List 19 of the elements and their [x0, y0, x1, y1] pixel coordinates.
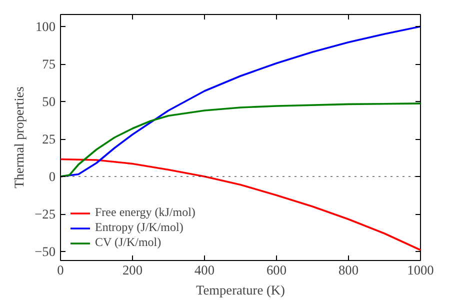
- y-tick-label: 100: [36, 19, 56, 34]
- y-tick-label: −25: [34, 206, 56, 222]
- legend-label: CV (J/K/mol): [95, 235, 162, 250]
- legend-label: Entropy (J/K/mol): [95, 220, 184, 235]
- x-tick-label: 400: [194, 262, 215, 278]
- y-tick-label: 25: [42, 132, 56, 146]
- legend-label: Free energy (kJ/mol): [95, 205, 196, 220]
- y-tick-label: 50: [42, 94, 56, 109]
- x-tick-label: 800: [338, 262, 359, 278]
- x-axis-title: Temperature (K): [196, 282, 285, 298]
- y-tick-label: −50: [34, 244, 56, 259]
- x-tick-label: 200: [122, 262, 143, 278]
- y-tick-label: 75: [42, 56, 56, 72]
- y-tick-label: 0: [48, 169, 56, 184]
- x-tick-label: 600: [266, 262, 287, 278]
- y-axis-title: Thermal properties: [12, 86, 27, 188]
- line-series: [60, 102, 420, 178]
- x-tick-label: 1000: [407, 262, 434, 278]
- line-series: [60, 158, 420, 251]
